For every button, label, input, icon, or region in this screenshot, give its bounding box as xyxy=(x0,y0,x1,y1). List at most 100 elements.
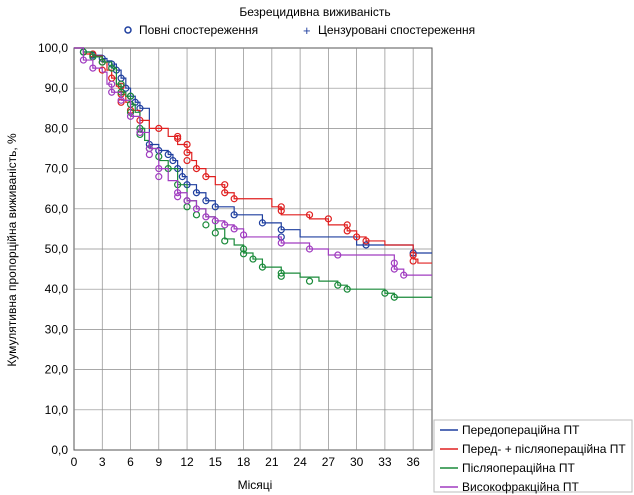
x-tick-label: 0 xyxy=(71,455,78,469)
event-marker xyxy=(155,124,163,132)
event-marker xyxy=(239,245,248,253)
event-marker xyxy=(221,221,229,229)
event-marker xyxy=(324,215,332,223)
event-marker xyxy=(117,96,125,104)
event-marker xyxy=(305,277,314,285)
series-legend: Передопераційна ПТ Перед- + післяоперацій… xyxy=(440,423,626,494)
event-marker xyxy=(305,245,314,253)
event-marker xyxy=(155,165,163,173)
event-marker xyxy=(79,56,88,64)
x-tick-label: 24 xyxy=(293,455,307,469)
event-marker xyxy=(334,281,342,289)
event-marker xyxy=(126,112,135,120)
x-tick-label: 12 xyxy=(180,455,194,469)
series-line-4 xyxy=(74,47,432,276)
legend-label-4: Високофракційна ПТ xyxy=(462,480,580,494)
event-marker xyxy=(178,173,186,181)
x-tick-label: 3 xyxy=(99,455,106,469)
event-marker xyxy=(211,229,219,237)
event-marker xyxy=(174,134,182,143)
event-marker xyxy=(277,239,285,247)
event-marker xyxy=(334,251,342,259)
x-axis-label: Місяці xyxy=(238,478,273,492)
event-marker xyxy=(362,237,370,245)
x-tick-label: 30 xyxy=(350,455,364,469)
event-marker xyxy=(230,195,238,203)
legend-complete-label: Повні спостереження xyxy=(139,23,258,37)
event-marker xyxy=(202,173,210,181)
x-tick-label: 36 xyxy=(406,455,420,469)
event-marker xyxy=(277,272,285,280)
event-marker xyxy=(136,128,144,137)
event-marker xyxy=(192,165,201,173)
event-marker xyxy=(174,132,182,141)
legend-markers: Повні спостереження + Цензуровані спосте… xyxy=(124,23,475,38)
event-marker xyxy=(192,189,201,197)
y-tick-label: 60,0 xyxy=(45,202,69,216)
legend-plus-marker: + xyxy=(303,23,311,38)
event-marker xyxy=(211,217,219,225)
y-tick-label: 40,0 xyxy=(45,282,69,296)
event-marker xyxy=(230,225,238,233)
event-marker xyxy=(126,92,135,100)
event-marker xyxy=(277,207,285,215)
x-tick-label: 21 xyxy=(265,455,279,469)
event-marker xyxy=(258,263,267,271)
y-axis-label: Кумулятивна пропорційна виживаність, % xyxy=(5,133,19,367)
y-tick-label: 100,0 xyxy=(38,41,68,55)
event-marker xyxy=(239,250,248,258)
event-marker xyxy=(202,213,210,221)
y-tick-label: 30,0 xyxy=(45,322,69,336)
series-layer xyxy=(74,47,432,301)
event-marker xyxy=(277,226,285,234)
tick-labels: 0 3 6 9 12 15 18 21 24 27 30 33 360,010,020,030,040,… xyxy=(38,41,420,469)
x-tick-label: 27 xyxy=(322,455,336,469)
event-marker xyxy=(390,265,398,273)
event-marker xyxy=(145,150,153,159)
event-marker xyxy=(221,189,229,197)
event-marker xyxy=(230,211,238,219)
event-marker xyxy=(183,197,191,205)
y-tick-label: 0,0 xyxy=(51,443,68,457)
event-marker xyxy=(202,221,210,229)
y-tick-label: 90,0 xyxy=(45,81,69,95)
y-tick-label: 50,0 xyxy=(45,242,69,256)
event-marker xyxy=(390,293,398,301)
event-marker xyxy=(183,140,191,149)
event-marker xyxy=(277,203,285,211)
event-marker xyxy=(362,241,370,249)
event-marker xyxy=(98,66,106,74)
event-marker xyxy=(192,205,201,213)
event-marker xyxy=(221,181,229,189)
chart-title: Безрецидивна виживаність xyxy=(239,5,390,19)
event-marker xyxy=(183,148,191,157)
series-line-2 xyxy=(74,47,432,264)
grid-lines xyxy=(74,48,432,450)
event-marker xyxy=(305,211,314,219)
event-marker xyxy=(108,64,116,72)
legend-censored-label: Цензуровані спостереження xyxy=(318,23,475,37)
x-tick-label: 33 xyxy=(378,455,392,469)
event-marker xyxy=(108,80,116,88)
event-marker xyxy=(381,289,389,297)
event-marker xyxy=(174,193,182,201)
event-marker xyxy=(202,197,210,205)
legend-box xyxy=(433,419,633,493)
event-marker xyxy=(155,173,163,181)
legend-circle-marker xyxy=(124,26,132,34)
event-marker xyxy=(89,64,97,72)
event-marker xyxy=(258,219,267,227)
event-marker xyxy=(221,237,229,245)
y-tick-label: 10,0 xyxy=(45,403,69,417)
event-marker xyxy=(277,269,285,277)
legend-label-2: Перед- + післяопераційна ПТ xyxy=(462,442,626,456)
event-marker xyxy=(98,58,106,66)
event-marker xyxy=(249,255,257,263)
y-tick-label: 80,0 xyxy=(45,121,69,135)
x-tick-label: 15 xyxy=(209,455,223,469)
x-tick-label: 6 xyxy=(127,455,134,469)
event-marker xyxy=(343,285,351,293)
legend-label-1: Передопераційна ПТ xyxy=(462,423,580,437)
event-marker xyxy=(211,203,219,211)
